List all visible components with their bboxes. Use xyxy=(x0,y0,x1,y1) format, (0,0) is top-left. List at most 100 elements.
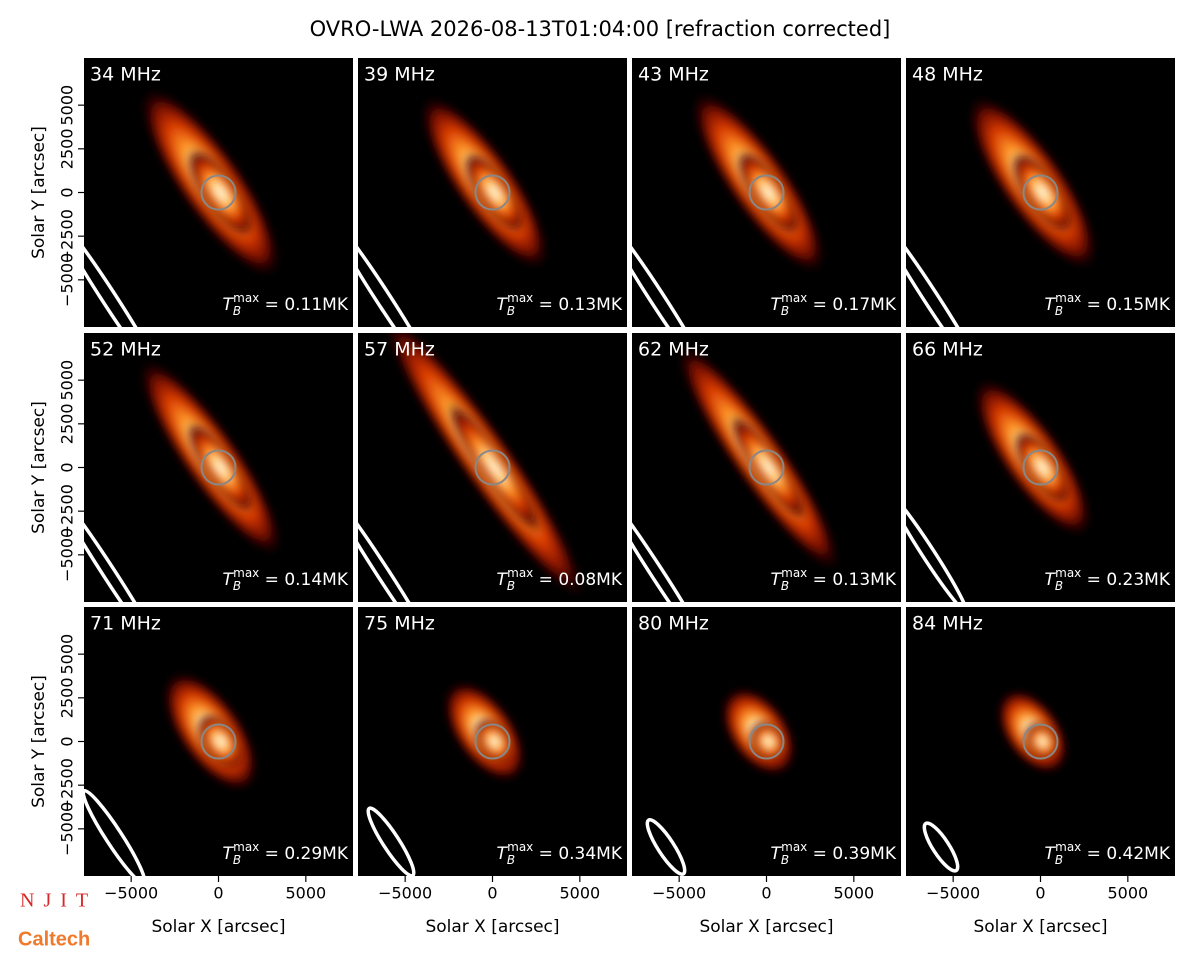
y-tick-label: 5000 xyxy=(58,634,77,675)
tb-symbol: T xyxy=(223,844,235,864)
tb-superscript: max xyxy=(507,566,533,580)
panel xyxy=(84,58,353,327)
solar-limb xyxy=(748,449,785,486)
beam xyxy=(358,491,437,602)
tb-max-label: TBmax = 0.15MK xyxy=(1045,291,1171,318)
tb-symbol: T xyxy=(497,570,509,590)
x-tick-label: 0 xyxy=(213,884,223,903)
frequency-label: 62 MHz xyxy=(638,339,709,361)
solar-limb xyxy=(474,723,511,760)
beam xyxy=(366,806,416,876)
beam xyxy=(632,491,711,602)
solar-limb xyxy=(474,174,511,211)
y-axis-label: Solar Y [arcsec] xyxy=(29,401,49,534)
tb-subscript: B xyxy=(233,304,241,318)
emission-core xyxy=(748,720,789,763)
tb-max-label: TBmax = 0.42MK xyxy=(1045,840,1171,867)
tb-subscript: B xyxy=(1055,579,1063,593)
tb-value: = 0.15MK xyxy=(1081,295,1171,315)
x-tick-label: −5000 xyxy=(652,884,706,903)
emission-core xyxy=(186,148,255,237)
y-tick-label: 2500 xyxy=(58,128,77,169)
x-axis-label: Solar X [arcsec] xyxy=(699,917,833,937)
y-tick-label: −5000 xyxy=(58,802,77,856)
tb-value: = 0.23MK xyxy=(1081,570,1171,590)
y-tick-label: 0 xyxy=(58,736,77,746)
emission-core xyxy=(1013,430,1072,505)
tb-superscript: max xyxy=(781,840,807,854)
panel xyxy=(632,58,901,327)
figure-title: OVRO-LWA 2026-08-13T01:04:00 [refraction… xyxy=(310,17,891,41)
tb-symbol: T xyxy=(497,295,509,315)
tb-value: = 0.14MK xyxy=(259,570,349,590)
tb-max-label: TBmax = 0.14MK xyxy=(223,566,349,593)
panel xyxy=(358,333,627,602)
y-tick-label: −2500 xyxy=(58,484,77,538)
y-tick-label: 5000 xyxy=(58,85,77,126)
x-tick-label: −5000 xyxy=(104,884,158,903)
tb-superscript: max xyxy=(233,840,259,854)
x-axis-label: Solar X [arcsec] xyxy=(425,917,559,937)
tb-subscript: B xyxy=(781,304,789,318)
tb-superscript: max xyxy=(507,291,533,305)
y-tick-label: −5000 xyxy=(58,253,77,307)
y-tick-label: −2500 xyxy=(58,758,77,812)
tb-symbol: T xyxy=(771,570,783,590)
tb-symbol: T xyxy=(497,844,509,864)
tb-value: = 0.42MK xyxy=(1081,844,1171,864)
tb-subscript: B xyxy=(1055,853,1063,867)
panel xyxy=(84,607,353,876)
tb-value: = 0.39MK xyxy=(807,844,897,864)
tb-subscript: B xyxy=(507,853,515,867)
tb-max-label: TBmax = 0.08MK xyxy=(497,566,623,593)
tb-subscript: B xyxy=(233,579,241,593)
frequency-label: 48 MHz xyxy=(912,64,983,86)
panel xyxy=(84,333,353,602)
y-tick-label: 5000 xyxy=(58,360,77,401)
tb-superscript: max xyxy=(1055,840,1081,854)
y-tick-label: 2500 xyxy=(58,677,77,718)
emission-core xyxy=(447,402,542,533)
tb-subscript: B xyxy=(507,579,515,593)
frequency-label: 80 MHz xyxy=(638,613,709,635)
panel xyxy=(632,607,901,876)
beam xyxy=(84,216,163,327)
solar-limb xyxy=(474,449,511,486)
tb-superscript: max xyxy=(781,566,807,580)
x-tick-label: 5000 xyxy=(1107,884,1148,903)
tb-superscript: max xyxy=(507,840,533,854)
x-tick-label: 0 xyxy=(761,884,771,903)
x-tick-label: 0 xyxy=(1035,884,1045,903)
tb-value: = 0.13MK xyxy=(533,295,623,315)
tb-subscript: B xyxy=(781,853,789,867)
emission-core xyxy=(730,415,807,520)
beam xyxy=(358,216,437,327)
tb-max-label: TBmax = 0.23MK xyxy=(1045,566,1171,593)
tb-max-label: TBmax = 0.17MK xyxy=(771,291,897,318)
x-tick-label: −5000 xyxy=(926,884,980,903)
emission-core xyxy=(186,422,255,513)
frequency-label: 34 MHz xyxy=(90,64,161,86)
tb-superscript: max xyxy=(1055,291,1081,305)
frequency-label: 84 MHz xyxy=(912,613,983,635)
x-axis-label: Solar X [arcsec] xyxy=(973,917,1107,937)
frequency-label: 71 MHz xyxy=(90,613,161,635)
x-tick-label: −5000 xyxy=(378,884,432,903)
tb-max-label: TBmax = 0.29MK xyxy=(223,840,349,867)
tb-subscript: B xyxy=(781,579,789,593)
tb-value: = 0.08MK xyxy=(533,570,623,590)
tb-symbol: T xyxy=(1045,844,1057,864)
panel xyxy=(358,58,627,327)
tb-subscript: B xyxy=(233,853,241,867)
tb-superscript: max xyxy=(233,566,259,580)
emission-core xyxy=(1011,152,1074,233)
tb-subscript: B xyxy=(1055,304,1063,318)
beam xyxy=(632,216,711,327)
tb-max-label: TBmax = 0.34MK xyxy=(497,840,623,867)
beam xyxy=(84,788,147,876)
x-tick-label: 0 xyxy=(487,884,497,903)
y-axis-label: Solar Y [arcsec] xyxy=(29,126,49,259)
frequency-label: 57 MHz xyxy=(364,339,435,361)
solar-limb xyxy=(1022,174,1059,211)
